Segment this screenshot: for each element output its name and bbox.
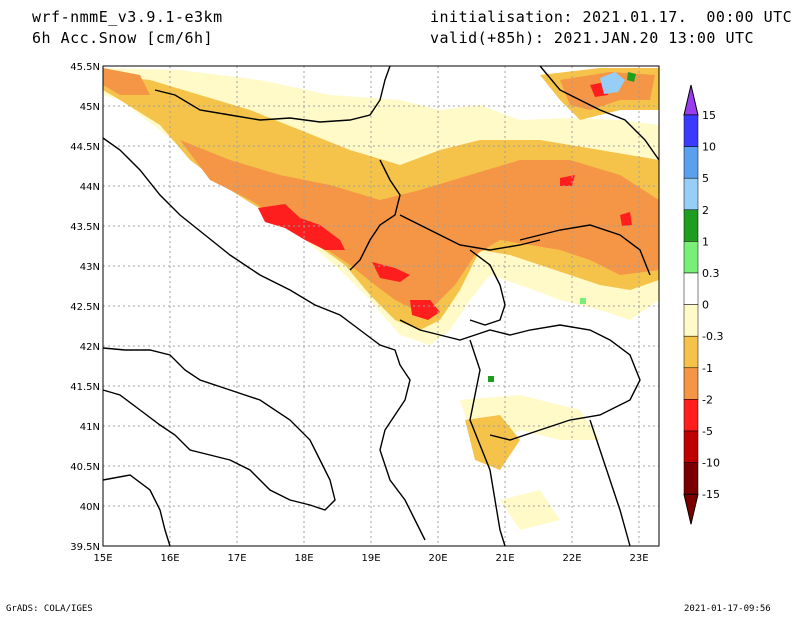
- colorbar: 15 10 5 2 1 0.3 0 -0.3 -1 -2 -5 -10 -15: [683, 84, 723, 525]
- field-title: 6h Acc.Snow [cm/6h]: [32, 29, 214, 47]
- colorbar-label: -5: [702, 425, 713, 438]
- lon-label: 21E: [495, 553, 514, 564]
- lon-label: 19E: [361, 553, 380, 564]
- coastlines-borders: [102, 65, 660, 547]
- valid-time: valid(+85h): 2021.JAN.20 13:00 UTC: [430, 29, 755, 47]
- lat-label: 45.5N: [70, 62, 100, 73]
- colorbar-label: -2: [702, 393, 713, 406]
- lat-label: 42.5N: [70, 302, 100, 313]
- colorbar-swatch: [683, 304, 699, 337]
- colorbar-swatch: [683, 209, 699, 242]
- lat-label: 42N: [80, 342, 100, 353]
- lon-label: 16E: [160, 553, 179, 564]
- lat-label: 41.5N: [70, 382, 100, 393]
- colorbar-swatch: [683, 114, 699, 147]
- lat-label: 41N: [80, 422, 100, 433]
- lat-label: 40N: [80, 502, 100, 513]
- lat-label: 44.5N: [70, 142, 100, 153]
- colorbar-min-arrow: [683, 493, 699, 525]
- footer-left: GrADS: COLA/IGES: [6, 604, 93, 614]
- lon-label: 18E: [294, 553, 313, 564]
- colorbar-label: 0.3: [702, 267, 720, 280]
- lat-axis: 45.5N 45N 44.5N 44N 43.5N 43N 42.5N 42N …: [70, 62, 100, 553]
- colorbar-swatch: [683, 430, 699, 463]
- lat-label: 45N: [80, 102, 100, 113]
- lat-label: 40.5N: [70, 462, 100, 473]
- colorbar-label: 5: [702, 172, 709, 185]
- lat-label: 43N: [80, 262, 100, 273]
- model-title: wrf-nmmE_v3.9.1-e3km: [32, 8, 223, 26]
- gridlines: [103, 66, 659, 546]
- colorbar-label: -0.3: [702, 330, 723, 343]
- lon-label: 15E: [93, 553, 112, 564]
- lat-label: 39.5N: [70, 542, 100, 553]
- colorbar-label: 2: [702, 204, 709, 217]
- colorbar-label: 15: [702, 109, 716, 122]
- colorbar-swatch: [683, 146, 699, 179]
- colorbar-swatch: [683, 462, 699, 495]
- colorbar-label: -1: [702, 362, 713, 375]
- colorbar-swatch: [683, 272, 699, 305]
- lon-label: 23E: [629, 553, 648, 564]
- lat-label: 43.5N: [70, 222, 100, 233]
- colorbar-max-arrow: [683, 84, 699, 116]
- colorbar-swatch: [683, 399, 699, 432]
- lon-label: 17E: [227, 553, 246, 564]
- colorbar-swatch: [683, 241, 699, 274]
- colorbar-label: -15: [702, 488, 720, 501]
- colorbar-label: -10: [702, 457, 720, 470]
- snow-field: [103, 68, 659, 530]
- lat-label: 44N: [80, 182, 100, 193]
- lon-label: 20E: [428, 553, 447, 564]
- lon-label: 22E: [562, 553, 581, 564]
- colorbar-label: 10: [702, 141, 716, 154]
- colorbar-swatch: [683, 335, 699, 369]
- footer-right: 2021-01-17-09:56: [684, 604, 771, 614]
- lon-axis: 15E 16E 17E 18E 19E 20E 21E 22E 23E: [93, 553, 648, 564]
- colorbar-swatch: [683, 367, 699, 400]
- map-frame: [102, 65, 660, 547]
- colorbar-label: 0: [702, 299, 709, 312]
- colorbar-swatch: [683, 177, 699, 211]
- init-time: initialisation: 2021.01.17. 00:00 UTC: [430, 8, 793, 26]
- colorbar-label: 1: [702, 235, 709, 248]
